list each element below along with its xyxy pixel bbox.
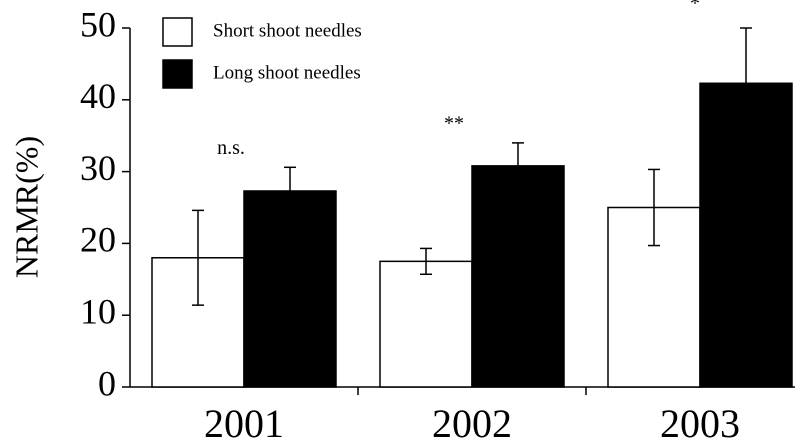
y-tick-label: 20 xyxy=(80,220,116,260)
bar xyxy=(379,260,473,388)
x-tick-label: 2002 xyxy=(432,401,512,446)
y-axis-label: NRMR(%) xyxy=(8,136,44,278)
legend-swatch xyxy=(162,59,193,89)
error-bar xyxy=(192,209,204,306)
bar xyxy=(243,190,337,388)
y-tick-label: 30 xyxy=(80,148,116,188)
legend-swatch xyxy=(162,17,193,47)
legend-label: Short shoot needles xyxy=(213,20,362,41)
y-tick-label: 40 xyxy=(80,76,116,116)
legend-label: Long shoot needles xyxy=(213,62,361,83)
y-tick-label: 50 xyxy=(80,4,116,44)
annotation: n.s. xyxy=(217,137,245,159)
y-tick-label: 0 xyxy=(98,363,116,403)
x-tick-label: 2001 xyxy=(204,401,284,446)
x-tick-label: 2003 xyxy=(660,401,740,446)
error-bar xyxy=(420,247,432,276)
error-bar xyxy=(648,168,660,247)
error-bar xyxy=(284,166,296,215)
y-tick-label: 10 xyxy=(80,291,116,331)
annotation: ** xyxy=(444,112,464,134)
error-bar xyxy=(512,142,524,189)
error-bar xyxy=(740,27,752,139)
annotation: * xyxy=(690,0,700,15)
bar xyxy=(471,165,565,388)
